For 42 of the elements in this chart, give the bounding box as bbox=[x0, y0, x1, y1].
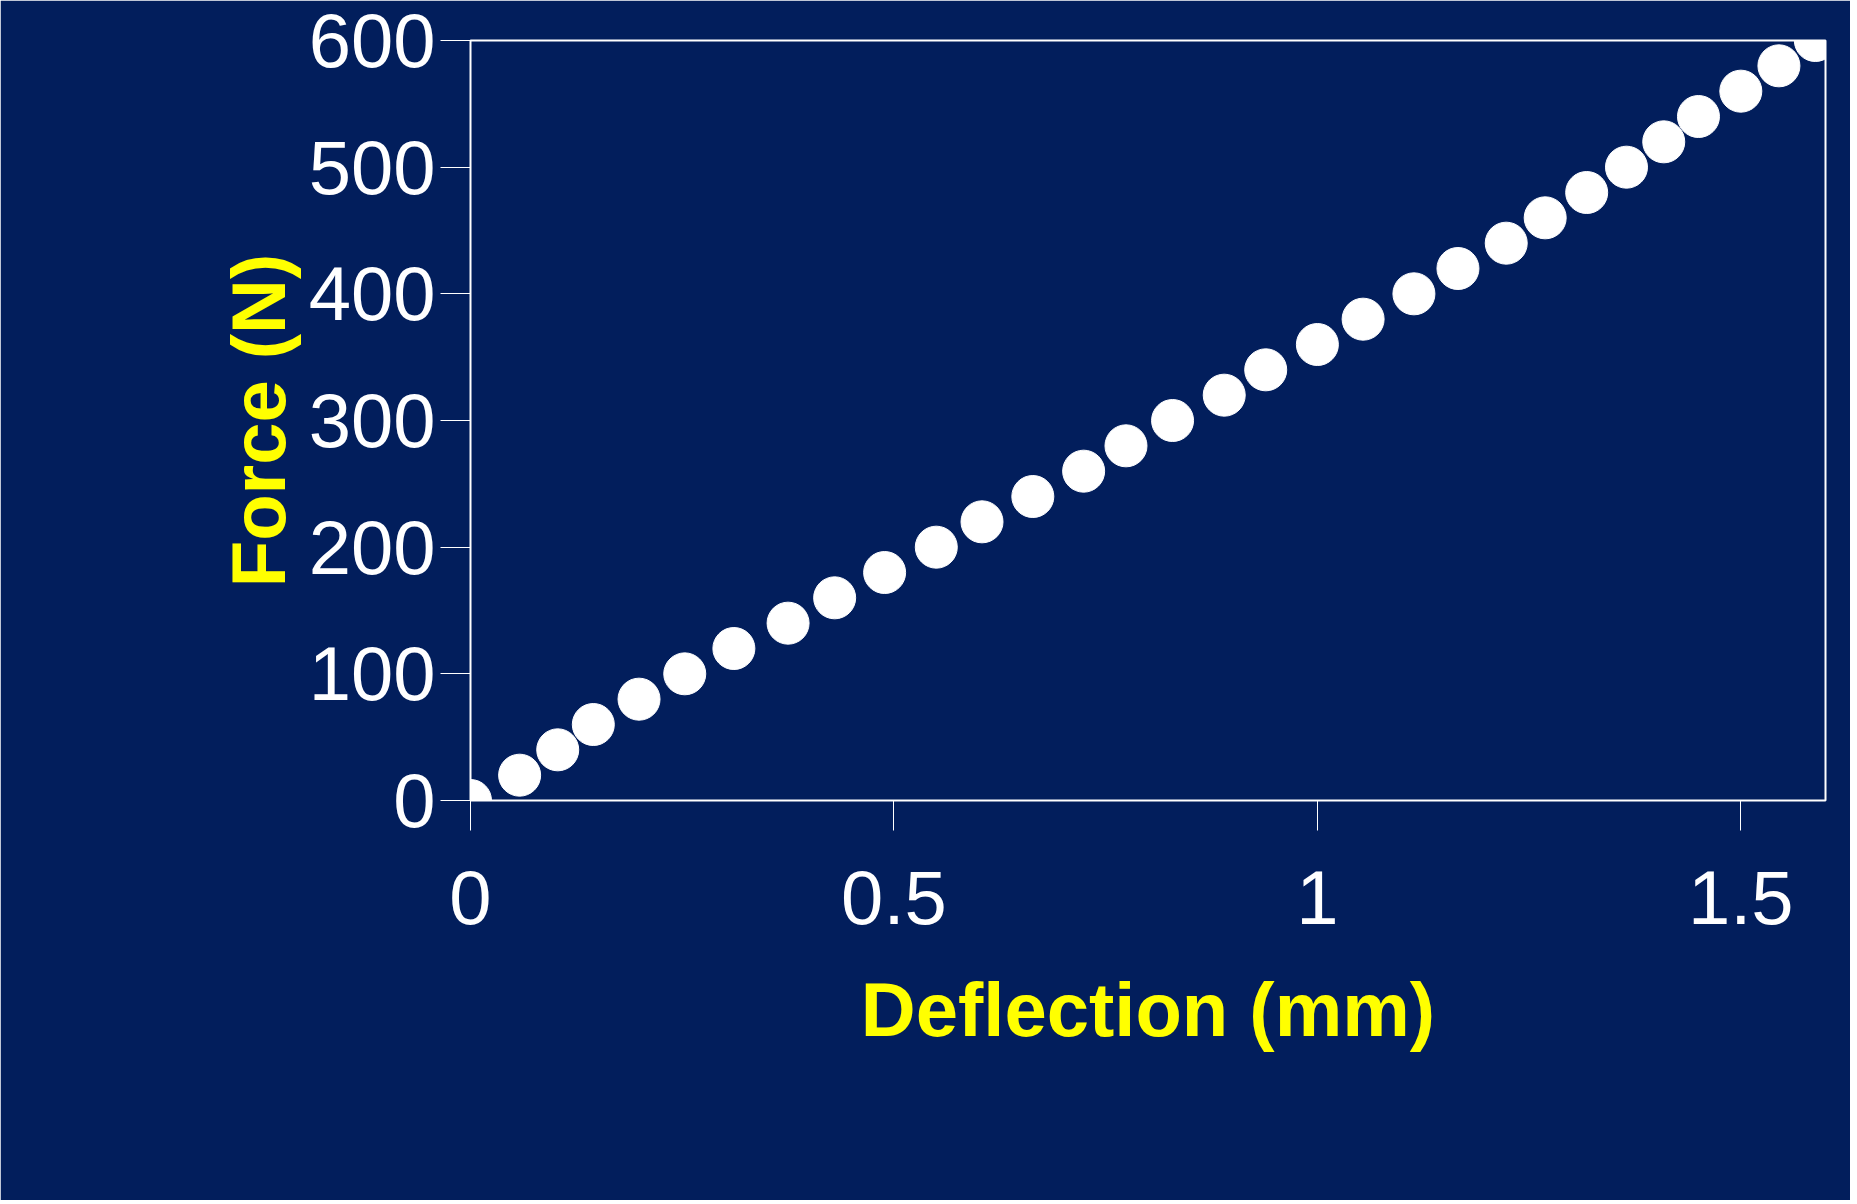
point bbox=[863, 551, 907, 594]
point bbox=[960, 500, 1004, 544]
x-tick-label: 1 bbox=[1296, 854, 1339, 940]
point bbox=[1757, 44, 1801, 88]
y-tick-label: 400 bbox=[308, 251, 436, 337]
point bbox=[617, 677, 661, 721]
point bbox=[571, 703, 615, 746]
point bbox=[1341, 297, 1385, 341]
point bbox=[766, 601, 810, 645]
point bbox=[663, 652, 707, 696]
point bbox=[1151, 399, 1195, 442]
point bbox=[1295, 323, 1339, 366]
point bbox=[1104, 424, 1148, 468]
point bbox=[1011, 475, 1055, 518]
y-tick-label: 600 bbox=[308, 0, 436, 83]
y-tick-label: 200 bbox=[308, 504, 436, 590]
point bbox=[1244, 348, 1288, 392]
point bbox=[914, 525, 958, 569]
x-tick-label: 0 bbox=[449, 854, 492, 940]
point bbox=[1523, 196, 1567, 240]
x-tick-label: 1.5 bbox=[1687, 854, 1794, 940]
point bbox=[813, 576, 857, 620]
point bbox=[1604, 145, 1648, 189]
y-axis-title: Force (N) bbox=[215, 253, 301, 588]
point bbox=[498, 753, 542, 797]
point bbox=[712, 627, 756, 670]
point bbox=[1392, 272, 1436, 316]
point bbox=[1484, 221, 1528, 265]
y-tick-label: 500 bbox=[308, 124, 436, 210]
y-tick-label: 100 bbox=[308, 631, 436, 717]
point bbox=[1642, 120, 1686, 164]
y-tick-label: 300 bbox=[308, 378, 436, 463]
y-tick-label: 0 bbox=[393, 758, 436, 843]
point bbox=[1436, 247, 1480, 290]
x-axis-title: Deflection (mm) bbox=[860, 966, 1436, 1052]
x-tick-label: 0.5 bbox=[841, 854, 947, 940]
point bbox=[536, 728, 580, 772]
point bbox=[1676, 95, 1720, 138]
point bbox=[1202, 373, 1246, 417]
point bbox=[1719, 69, 1763, 113]
point bbox=[1062, 449, 1106, 493]
point bbox=[1565, 171, 1609, 214]
